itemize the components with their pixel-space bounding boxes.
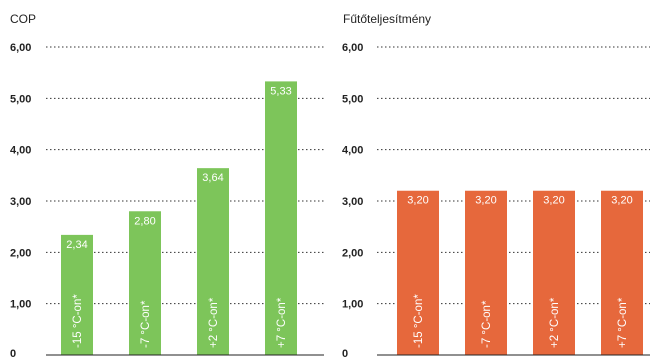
bar (533, 190, 575, 355)
y-tick-label: 5,00 (10, 93, 31, 105)
bar (265, 81, 297, 355)
y-tick-label: 6,00 (10, 42, 31, 54)
bar (61, 234, 93, 355)
category-label: -15 °C-on* (413, 294, 425, 348)
y-tick-label: 1,00 (342, 299, 363, 311)
y-tick-label: 0 (342, 348, 348, 358)
category-label: +2 °C-on* (208, 297, 220, 348)
cop-chart-title: COP (10, 12, 36, 26)
bars: 3,20 -15 °C-on* 3,20 -7 °C-on* 3,20 +2 °C-on*… (397, 190, 643, 355)
category-label: -7 °C-on* (140, 300, 152, 348)
bar-value-label: 3,20 (611, 195, 632, 207)
y-tick-label: 2,00 (10, 247, 31, 259)
bar-value-label: 5,33 (270, 85, 291, 97)
y-tick-label: 4,00 (10, 145, 31, 157)
cop-chart: COP 0 1,00 2,00 3,00 4,00 5,00 6,00 2,34 -15 °C-… (10, 12, 324, 358)
y-tick-label: 3,00 (342, 196, 363, 208)
y-tick-label: 6,00 (342, 42, 363, 54)
heating-output-chart-title: Fűtőteljesítmény (343, 12, 431, 26)
bar (465, 190, 507, 355)
bar-value-label: 2,34 (66, 239, 87, 251)
y-tick-label: 5,00 (342, 93, 363, 105)
y-tick-label: 0 (10, 348, 16, 358)
category-label: -7 °C-on* (481, 300, 493, 348)
y-tick-label: 3,00 (10, 196, 31, 208)
bars: 2,34 -15 °C-on* 2,80 -7 °C-on* 3,64 +2 °C-on*… (61, 81, 297, 355)
bar (197, 168, 229, 355)
bar (129, 211, 161, 355)
bar (397, 190, 439, 355)
category-label: +7 °C-on* (276, 297, 288, 348)
bar-value-label: 3,20 (407, 195, 428, 207)
bar-value-label: 3,20 (475, 195, 496, 207)
y-tick-label: 4,00 (342, 145, 363, 157)
y-tick-label: 2,00 (342, 247, 363, 259)
bar-value-label: 2,80 (134, 215, 155, 227)
bar-value-label: 3,64 (202, 172, 223, 184)
bar (601, 190, 643, 355)
bar-value-label: 3,20 (543, 195, 564, 207)
category-label: +2 °C-on* (549, 297, 561, 348)
category-label: -15 °C-on* (72, 294, 84, 348)
y-tick-label: 1,00 (10, 299, 31, 311)
category-label: +7 °C-on* (617, 297, 629, 348)
heating-output-chart: Fűtőteljesítmény 0 1,00 2,00 3,00 4,00 5,00 6,… (342, 12, 650, 358)
